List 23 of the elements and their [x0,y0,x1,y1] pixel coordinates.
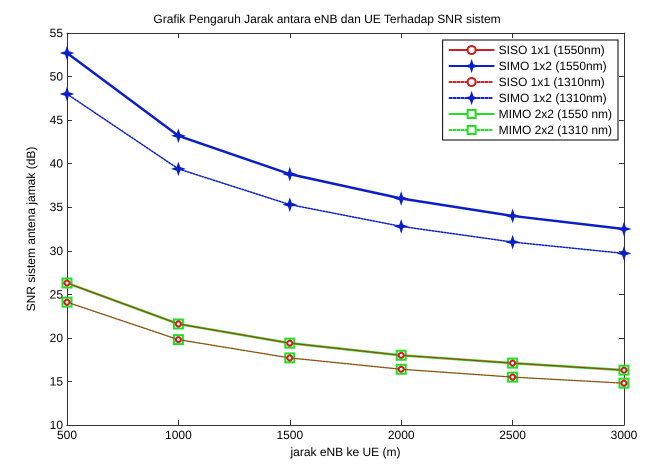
y-tick-label: 45 [50,113,64,128]
x-tick-label: 1500 [276,428,304,442]
y-tick-label: 40 [50,156,64,171]
x-axis-title: jarak eNB ke UE (m) [289,444,401,459]
y-tick-label: 55 [50,26,64,40]
legend-label: SISO 1x1 (1310nm) [498,75,605,89]
x-tick-label: 2000 [388,428,415,442]
legend-label: MIMO 2x2 (1310 nm) [498,123,612,137]
y-tick-label: 25 [50,287,64,302]
x-tick-label: 2500 [499,428,526,442]
y-axis-title: SNR sistem antena jamak (dB) [24,146,38,312]
x-tick-label: 3000 [610,428,638,442]
x-tick-label: 1000 [165,428,192,442]
legend-label: SIMO 1x2 (1310nm) [498,91,607,105]
y-tick-label: 30 [50,244,64,258]
legend-label: SISO 1x1 (1550nm) [498,43,605,57]
y-tick-label: 15 [50,374,64,388]
y-tick-label: 20 [50,330,64,345]
legend-label: SIMO 1x2 (1550nm) [498,59,607,73]
legend-label: MIMO 2x2 (1550 nm) [498,107,612,121]
y-tick-label: 50 [50,70,64,84]
y-tick-label: 35 [50,200,64,214]
chart-title: Grafik Pengaruh Jarak antara eNB dan UE Terhadap SNR sistem [153,12,501,26]
